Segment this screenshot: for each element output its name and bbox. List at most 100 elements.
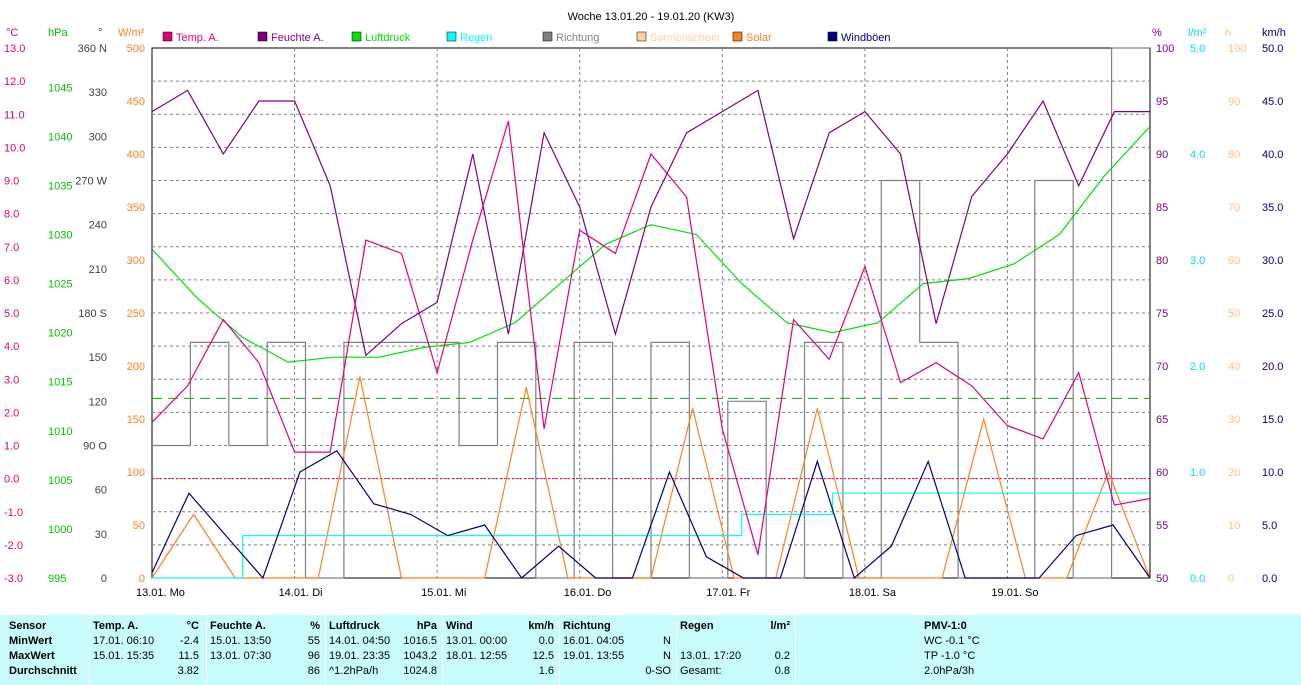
stats-temp-col: Temp. A. °C 17.01. 06:10 -2.4 15.01. 15:35… — [89, 615, 206, 685]
legend-label: Richtung — [556, 32, 599, 44]
axis-tick-l/m²: 0.0 — [1190, 573, 1205, 585]
stats-regen-min — [761, 634, 793, 649]
axis-tick-h: 100 — [1228, 43, 1246, 55]
axis-tick-km/h: 50.0 — [1262, 43, 1283, 55]
stats-feuchte-header: Feuchte A. — [210, 620, 266, 632]
stats-feuchte-max: 96 — [307, 650, 320, 662]
axis-tick-h: 20 — [1228, 467, 1240, 479]
stats-panel: Sensor MinWert MaxWert Durchschnitt Temp… — [0, 615, 1301, 685]
axis-tick-hPa: 1045 — [48, 82, 72, 94]
stats-luftdruck-avg: 1024.8 — [403, 665, 437, 677]
axis-tick-°C: -3.0 — [4, 573, 23, 585]
axis-tick-%: 60 — [1156, 467, 1168, 479]
stats-pmv-wc: WC -0.1 °C — [924, 635, 980, 647]
axis-tick-%: 80 — [1156, 255, 1168, 267]
stats-richtung-max-time: 19.01. 13:55 — [563, 650, 625, 662]
axis-tick-km/h: 0.0 — [1262, 573, 1277, 585]
axis-tick-°: 240 — [89, 220, 107, 232]
axis-tick-hPa: 1025 — [48, 279, 72, 291]
axis-tick-°C: 8.0 — [4, 209, 19, 221]
stats-wind-unit: km/h — [528, 620, 554, 632]
stats-feuchte-min: 55 — [307, 635, 320, 647]
axis-tick-hPa: 1035 — [48, 180, 72, 192]
x-tick-label: 13.01. Mo — [136, 587, 185, 599]
axis-tick-%: 85 — [1156, 202, 1168, 214]
axis-tick-km/h: 25.0 — [1262, 308, 1283, 320]
stats-luftdruck-col: Luftdruck hPa 14.01. 04:50 1016.5 19.01. 2… — [325, 615, 442, 685]
axis-tick-W/m²: 500 — [127, 43, 145, 55]
axis-tick-W/m²: 400 — [127, 149, 145, 161]
axis-tick-°C: 1.0 — [4, 441, 19, 453]
stats-feuchte-max-time: 13.01. 07:30 — [210, 650, 272, 662]
axis-tick-%: 100 — [1156, 43, 1174, 55]
axis-tick-l/m²: 1.0 — [1190, 467, 1205, 479]
axis-tick-°: 270 W — [75, 176, 107, 188]
axis-unit-°C: °C — [6, 27, 18, 39]
stats-temp-header: Temp. A. — [93, 620, 139, 632]
stats-richtung-col: Richtung 16.01. 04:05 N 19.01. 13:55 N 0-S… — [559, 615, 676, 685]
stats-richtung-header: Richtung — [563, 620, 611, 632]
axis-tick-km/h: 30.0 — [1262, 255, 1283, 267]
stats-temp-min-time: 17.01. 06:10 — [93, 635, 155, 647]
stats-feuchte-col: Feuchte A.% 15.01. 13:50 55 13.01. 07:30 9… — [206, 615, 325, 685]
axis-tick-h: 90 — [1228, 96, 1240, 108]
stats-luftdruck-max: 1043.2 — [403, 650, 437, 662]
stats-regen-col: Regen l/m² 13.01. 17:20 0.2 Gesamt: 0.8 — [676, 615, 795, 685]
stats-regen-unit: l/m² — [770, 620, 790, 632]
axis-tick-km/h: 35.0 — [1262, 202, 1283, 214]
stats-pmv-tp: TP -1.0 °C — [924, 650, 976, 662]
axis-tick-l/m²: 5.0 — [1190, 43, 1205, 55]
legend-swatch — [636, 31, 647, 42]
x-tick-label: 15.01. Mi — [421, 587, 466, 599]
stats-feuchte-avg: 86 — [307, 665, 320, 677]
axis-tick-hPa: 1000 — [48, 524, 72, 536]
axis-unit-km/h: km/h — [1262, 27, 1286, 39]
axis-tick-hPa: 1030 — [48, 229, 72, 241]
axis-tick-h: 30 — [1228, 414, 1240, 426]
axis-tick-°: 360 N — [78, 43, 107, 55]
axis-tick-°: 300 — [89, 131, 107, 143]
stats-regen-max: 0.2 — [774, 650, 790, 662]
axis-tick-%: 65 — [1156, 414, 1168, 426]
axis-tick-hPa: 1020 — [48, 328, 72, 340]
axis-tick-°: 0 — [101, 573, 107, 585]
stats-temp-avg-note — [90, 664, 170, 679]
series-feuchtea — [151, 89, 1150, 357]
stats-richtung-avg: 0-SO — [645, 665, 671, 677]
axis-tick-%: 75 — [1156, 308, 1168, 320]
axis-tick-%: 90 — [1156, 149, 1168, 161]
axis-tick-°C: 7.0 — [4, 242, 19, 254]
stats-luftdruck-header: Luftdruck — [329, 620, 380, 632]
stats-avg-label: Durchschnitt — [9, 665, 77, 677]
axis-tick-h: 0 — [1228, 573, 1234, 585]
stats-temp-max: 11.5 — [178, 650, 199, 662]
stats-sensor-col: Sensor MinWert MaxWert Durchschnitt — [0, 615, 88, 685]
stats-pmv-trend: 2.0hPa/3h — [924, 665, 975, 677]
axis-tick-°C: 2.0 — [4, 407, 19, 419]
weather-chart: Woche 13.01.20 - 19.01.20 (KW3) °C 13.0 12.… — [4, 11, 1286, 599]
axis-tick-%: 55 — [1156, 520, 1168, 532]
axis-tick-hPa: 1040 — [48, 131, 72, 143]
axis-tick-°: 60 — [95, 485, 107, 497]
legend-label: Windböen — [841, 32, 891, 44]
axis-tick-°C: 5.0 — [4, 308, 19, 320]
axis-tick-hPa: 1010 — [48, 426, 72, 438]
axis-tick-W/m²: 0 — [139, 573, 145, 585]
axis-tick-%: 50 — [1156, 573, 1168, 585]
legend-swatch — [351, 31, 362, 42]
legend-label: Luftdruck — [365, 32, 411, 44]
legend-swatch — [542, 31, 553, 42]
legend-swatch — [732, 31, 743, 42]
axis-unit-°: ° — [98, 27, 102, 39]
axis-tick-°C: -1.0 — [4, 507, 23, 519]
legend-swatch — [446, 31, 457, 42]
stats-feuchte-min-time: 15.01. 13:50 — [210, 635, 272, 647]
stats-wind-max-time: 18.01. 12:55 — [446, 650, 508, 662]
axis-tick-°C: 3.0 — [4, 374, 19, 386]
stats-wind-avg: 1.6 — [538, 665, 554, 677]
axis-tick-h: 80 — [1228, 149, 1240, 161]
stats-richtung-max: N — [663, 650, 671, 662]
axis-tick-%: 95 — [1156, 96, 1168, 108]
series-windben — [151, 450, 1151, 580]
legend-swatch — [257, 31, 268, 42]
